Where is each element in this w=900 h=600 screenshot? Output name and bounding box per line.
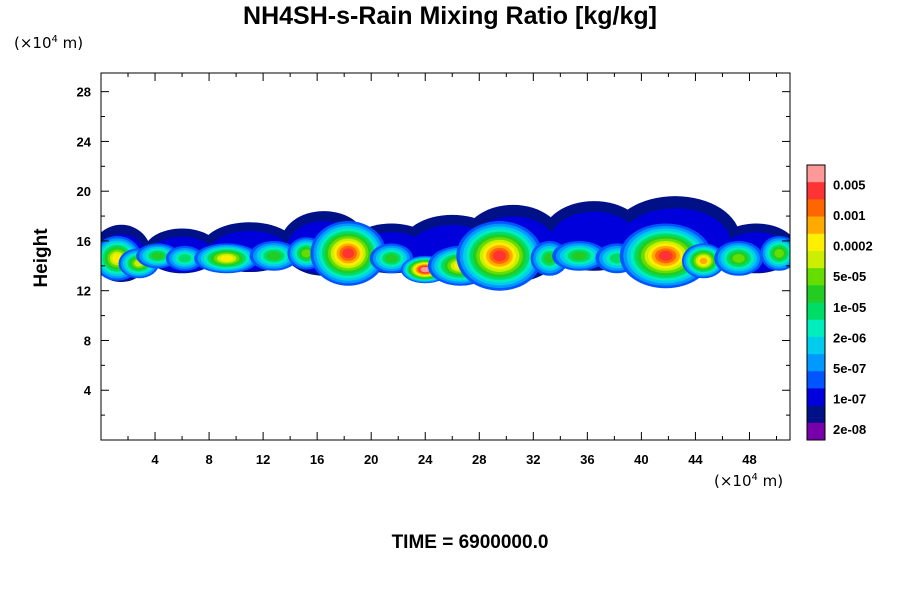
field-contour	[151, 252, 164, 260]
colorbar-swatch	[807, 165, 825, 183]
field-contour	[220, 255, 234, 262]
colorbar-label: 0.0002	[833, 239, 873, 254]
x-tick-label: 36	[580, 452, 594, 467]
colorbar-swatch	[807, 354, 825, 372]
plot-frame	[100, 72, 791, 441]
x-tick-label: 8	[205, 452, 212, 467]
field-contour	[774, 249, 784, 258]
field-contour	[571, 251, 587, 261]
y-tick-label: 20	[77, 184, 91, 199]
field-contour	[342, 248, 355, 259]
colorbar-label: 5e-07	[833, 361, 866, 376]
y-tick-label: 24	[77, 134, 92, 149]
x-tick-label: 16	[310, 452, 324, 467]
field-contour	[421, 267, 429, 272]
colorbar-label: 2e-08	[833, 422, 866, 437]
y-axis: 4 8 12 16 20 24 28	[77, 85, 790, 416]
colorbar-swatch	[807, 405, 825, 424]
chart-title: NH4SH-s-Rain Mixing Ratio [kg/kg]	[243, 2, 657, 30]
colorbar-swatch	[807, 199, 825, 218]
field-contour	[732, 254, 745, 263]
colorbar-swatch	[807, 388, 825, 407]
colorbar-swatch	[807, 302, 825, 321]
x-tick-label: 12	[256, 452, 270, 467]
y-tick-label: 8	[84, 333, 91, 348]
field-contour	[699, 257, 708, 265]
x-tick-label: 40	[634, 452, 648, 467]
field-contour	[178, 254, 192, 263]
colorbar-swatch	[807, 216, 825, 235]
field-contour	[266, 251, 281, 261]
x-unit-label: (×104 m)	[714, 472, 784, 490]
time-annotation: TIME = 6900000.0	[391, 532, 549, 553]
field-contour	[492, 250, 507, 262]
colorbar-swatch	[807, 319, 825, 338]
colorbar-swatch	[807, 233, 825, 252]
x-tick-label: 32	[526, 452, 540, 467]
x-tick-label: 44	[688, 452, 703, 467]
colorbar-label: 2e-06	[833, 330, 866, 345]
x-axis: 4 8 12 16 20 24 28 32 36 40 44 48	[127, 73, 777, 467]
colorbar: 0.005 0.001 0.0002 5e-05 1e-05 2e-06 5e-07 1e-0…	[806, 164, 873, 441]
colorbar-frame	[806, 164, 826, 441]
mixing-ratio-field	[101, 196, 790, 291]
x-tick-label: 20	[364, 452, 378, 467]
x-tick-label: 4	[151, 452, 159, 467]
y-tick-label: 16	[77, 234, 91, 249]
field-contour	[301, 249, 312, 258]
colorbar-swatch	[807, 182, 825, 200]
y-unit-label: (×104 m)	[14, 34, 84, 52]
x-tick-label: 28	[472, 452, 486, 467]
field-contour	[658, 250, 673, 261]
colorbar-label: 1e-05	[833, 300, 866, 315]
y-tick-label: 28	[77, 85, 91, 100]
colorbar-swatch	[807, 371, 825, 389]
y-tick-label: 12	[77, 284, 91, 299]
colorbar-swatch	[807, 336, 825, 355]
y-tick-label: 4	[84, 383, 92, 398]
colorbar-swatch	[807, 250, 825, 269]
colorbar-label: 0.001	[833, 208, 866, 223]
x-tick-label: 48	[742, 452, 756, 467]
colorbar-label: 0.005	[833, 178, 866, 193]
colorbar-swatch	[807, 268, 825, 286]
colorbar-label: 1e-07	[833, 391, 866, 406]
colorbar-swatch	[807, 422, 825, 441]
x-tick-label: 24	[418, 452, 433, 467]
field-contour	[385, 254, 398, 263]
colorbar-swatch	[807, 285, 825, 303]
colorbar-label: 5e-05	[833, 269, 866, 284]
